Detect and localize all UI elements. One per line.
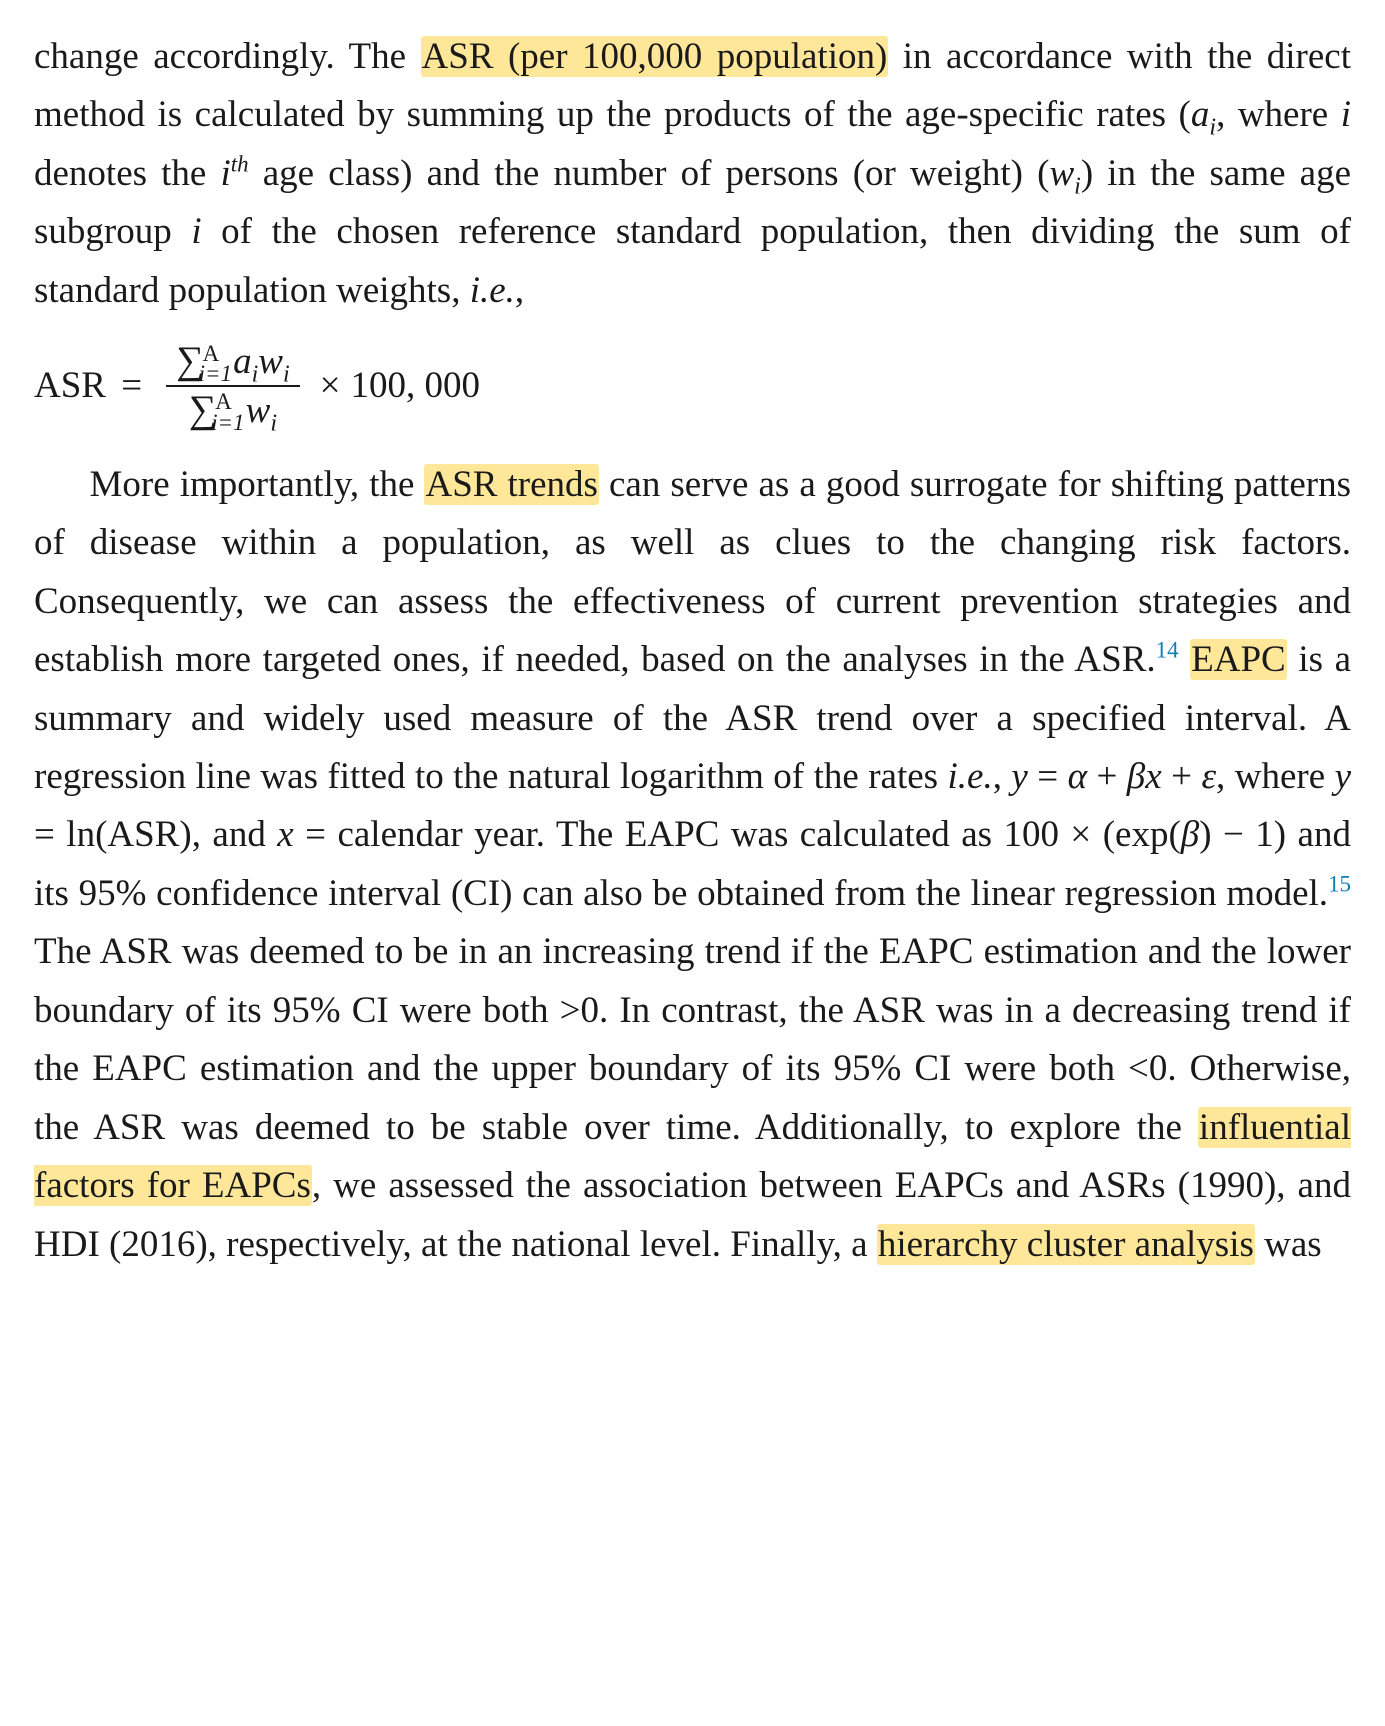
text: , where [1216,94,1341,135]
text-ie: i.e. [470,270,515,311]
text-ie: i.e. [948,756,993,797]
math-beta-2: β [1181,814,1199,855]
math-w-i: wi [1049,153,1080,194]
math-a-i: ai [1191,94,1216,135]
text: + [1162,756,1202,797]
text: change accordingly. The [34,36,421,77]
text: The ASR was deemed to be in an increasin… [34,931,1351,1147]
eq-numerator: ∑Ai=1aiwi [166,338,300,385]
eq-constant: 100, 000 [351,357,481,415]
text: + [1087,756,1127,797]
equation-asr: ASR = ∑Ai=1aiwi ∑Ai=1wi × 100, 000 [34,338,1351,433]
highlight-asr-population: ASR (per 100,000 population) [421,36,889,77]
text [1179,639,1191,680]
highlight-asr-trends: ASR trends [424,464,598,505]
highlight-hierarchy-cluster: hierarchy cluster analysis [877,1224,1255,1265]
reference-14[interactable]: 14 [1156,638,1179,663]
text: , [515,270,524,311]
math-y: y [1011,756,1027,797]
math-alpha: α [1068,756,1087,797]
text: of the chosen reference standard populat… [34,211,1351,310]
text: denotes the [34,153,220,194]
reference-15[interactable]: 15 [1328,872,1351,897]
highlight-eapc: EAPC [1190,639,1287,680]
math-ith: ith [220,153,248,194]
paragraph-1: change accordingly. The ASR (per 100,000… [34,28,1351,320]
eq-fraction: ∑Ai=1aiwi ∑Ai=1wi [166,338,300,433]
math-y-2: y [1335,756,1351,797]
text: = ln(ASR), and [34,814,277,855]
eq-lhs: ASR = [34,357,156,415]
eq-times: × [310,357,351,415]
text: = calendar year. The EAPC was calculated… [294,814,1181,855]
text: , [993,756,1012,797]
text: More importantly, the [90,464,425,505]
text: age class) and the number of persons (or… [249,153,1050,194]
math-x: x [1145,756,1161,797]
text: , where [1216,756,1335,797]
eq-denominator: ∑Ai=1wi [179,387,287,434]
text: was [1255,1224,1322,1265]
math-beta: β [1127,756,1145,797]
text: = [1028,756,1068,797]
math-epsilon: ε [1201,756,1216,797]
math-x-2: x [277,814,293,855]
math-i-2: i [191,211,201,252]
paragraph-2: More importantly, the ASR trends can ser… [34,456,1351,1274]
math-i: i [1341,94,1351,135]
